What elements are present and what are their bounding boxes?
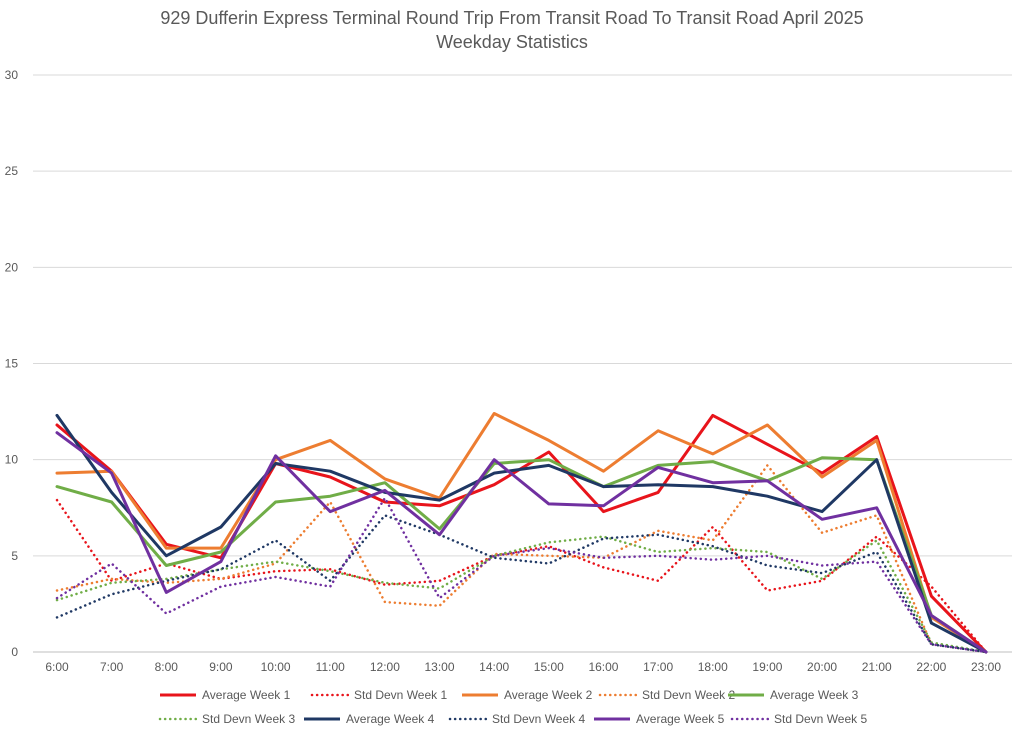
legend-label: Std Devn Week 4 [492, 712, 585, 726]
x-tick-label: 19:00 [752, 660, 782, 674]
series-line-1 [55, 413, 988, 654]
legend-entry-4: Std Devn Week 2 [598, 688, 735, 702]
series-line-2 [55, 498, 988, 654]
x-tick-label: 7:00 [100, 660, 124, 674]
legend-label: Average Week 5 [636, 712, 725, 726]
legend-label: Average Week 1 [202, 688, 291, 702]
y-tick-label: 30 [5, 68, 19, 82]
chart-subtitle: Weekday Statistics [436, 32, 588, 52]
legend-label: Std Devn Week 3 [202, 712, 295, 726]
x-tick-label: 16:00 [588, 660, 618, 674]
legend-entry-3: Average Week 2 [462, 688, 593, 702]
x-tick-label: 9:00 [209, 660, 233, 674]
x-tick-label: 13:00 [425, 660, 455, 674]
legend-entry-5: Average Week 3 [728, 688, 859, 702]
legend-entry-10: Std Devn Week 5 [730, 712, 867, 726]
x-axis: 6:00 7:00 8:00 9:00 10:00 11:00 12:00 13:00 14:0… [45, 660, 1001, 674]
x-tick-label: 14:00 [479, 660, 509, 674]
series-line-7 [55, 413, 988, 654]
x-tick-label: 20:00 [807, 660, 837, 674]
legend-entry-1: Average Week 1 [160, 688, 291, 702]
y-tick-label: 10 [5, 453, 19, 467]
x-tick-label: 10:00 [261, 660, 291, 674]
legend-entry-7: Average Week 4 [304, 712, 435, 726]
x-tick-label: 6:00 [45, 660, 69, 674]
gridlines [33, 74, 1012, 653]
series-line-10 [55, 496, 988, 654]
legend-label: Std Devn Week 2 [642, 688, 735, 702]
y-tick-label: 25 [5, 164, 19, 178]
legend-label: Std Devn Week 5 [774, 712, 867, 726]
x-tick-label: 23:00 [971, 660, 1001, 674]
legend-entry-8: Std Devn Week 4 [448, 712, 585, 726]
series-lines [55, 412, 988, 654]
chart-title: 929 Dufferin Express Terminal Round Trip… [160, 8, 864, 28]
legend-label: Average Week 4 [346, 712, 435, 726]
x-tick-label: 11:00 [316, 660, 345, 674]
legend-entry-9: Average Week 5 [594, 712, 725, 726]
x-tick-label: 17:00 [643, 660, 673, 674]
legend-label: Average Week 3 [770, 688, 859, 702]
legend-label: Std Devn Week 1 [354, 688, 447, 702]
y-tick-label: 0 [11, 645, 18, 659]
x-tick-label: 8:00 [155, 660, 179, 674]
x-tick-label: 21:00 [862, 660, 892, 674]
legend-entry-6: Std Devn Week 3 [158, 712, 295, 726]
series-line-4 [55, 464, 988, 654]
legend: Average Week 1 Std Devn Week 1 Average Wee… [158, 688, 867, 726]
x-tick-label: 12:00 [370, 660, 400, 674]
y-tick-label: 5 [11, 549, 18, 563]
y-tick-label: 15 [5, 357, 19, 371]
y-axis: 0 5 10 15 20 25 30 [5, 68, 19, 659]
chart-title-block: 929 Dufferin Express Terminal Round Trip… [0, 6, 1024, 54]
series-line-8 [55, 514, 988, 654]
x-tick-label: 22:00 [916, 660, 946, 674]
legend-entry-2: Std Devn Week 1 [310, 688, 447, 702]
y-tick-label: 20 [5, 260, 19, 274]
series-line-9 [55, 431, 988, 654]
x-tick-label: 18:00 [698, 660, 728, 674]
series-line-3 [55, 412, 988, 654]
x-tick-label: 15:00 [534, 660, 564, 674]
series-line-5 [55, 456, 988, 654]
legend-label: Average Week 2 [504, 688, 593, 702]
